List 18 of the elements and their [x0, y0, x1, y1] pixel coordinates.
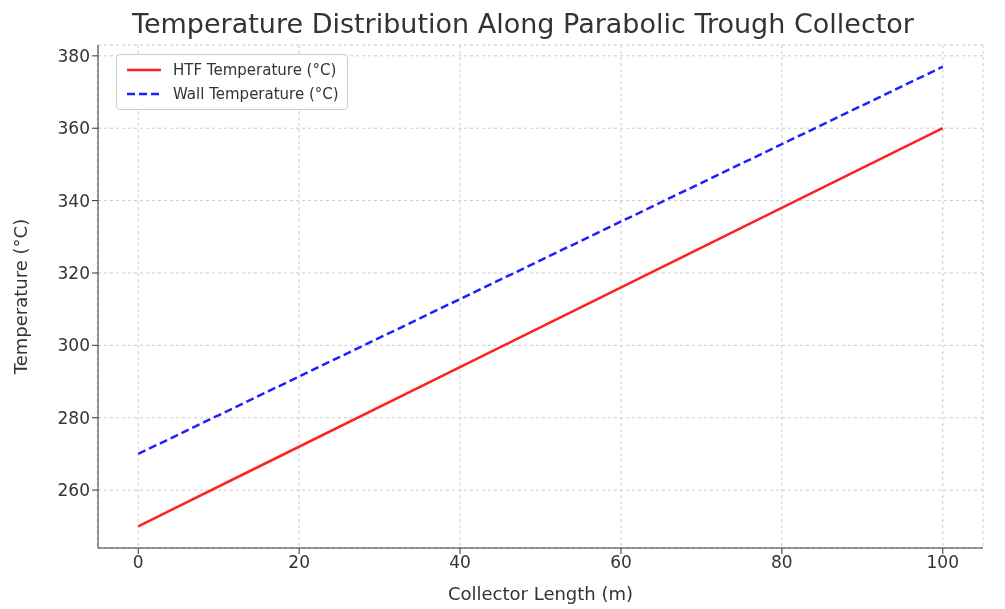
x-axis-title: Collector Length (m) — [447, 583, 634, 604]
y-tick-label: 360 — [57, 118, 90, 139]
y-tick-label: 280 — [57, 407, 90, 428]
y-tick-label: 340 — [57, 190, 90, 211]
chart-title: Temperature Distribution Along Parabolic Trough Collector — [131, 8, 915, 40]
x-tick-label: 80 — [771, 552, 793, 573]
y-tick-label: 260 — [57, 480, 90, 501]
x-tick-label: 60 — [610, 552, 632, 573]
legend-label: HTF Temperature (°C) — [173, 61, 337, 79]
x-tick-label: 0 — [132, 552, 144, 573]
y-tick-label: 380 — [57, 45, 90, 66]
y-tick-label: 320 — [57, 263, 90, 284]
x-tick-label: 20 — [288, 552, 310, 573]
legend-label: Wall Temperature (°C) — [173, 85, 339, 103]
x-tick-label: 40 — [449, 552, 471, 573]
y-axis-title: Temperature (°C) — [10, 218, 32, 376]
y-tick-label: 300 — [57, 335, 90, 356]
x-tick-label: 100 — [926, 552, 959, 573]
